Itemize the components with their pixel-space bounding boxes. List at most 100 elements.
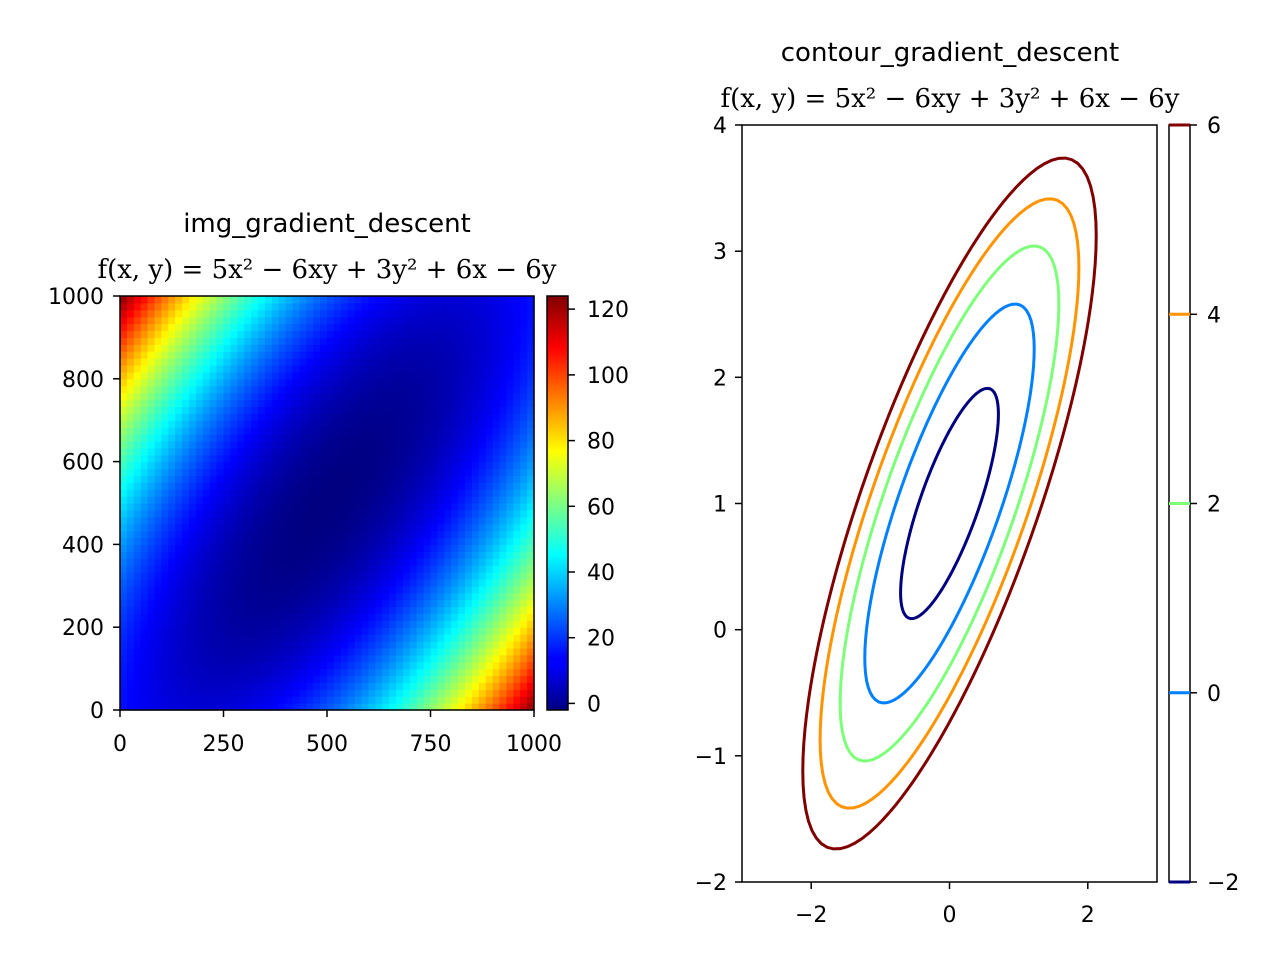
heatmap-colorbar-tick-label: 100 xyxy=(587,364,629,389)
heatmap-cell xyxy=(409,296,418,304)
heatmap-cell xyxy=(430,613,438,621)
heatmap-cell xyxy=(251,530,259,539)
heatmap-cell xyxy=(120,606,128,614)
heatmap-cell xyxy=(361,371,369,380)
heatmap-cell xyxy=(492,371,501,380)
heatmap-cell xyxy=(368,365,376,373)
heatmap-cell xyxy=(527,365,535,373)
heatmap-cell xyxy=(347,482,356,490)
heatmap-cell xyxy=(230,461,238,470)
heatmap-cell xyxy=(320,599,328,608)
heatmap-cell xyxy=(368,454,376,463)
heatmap-cell xyxy=(485,427,494,435)
heatmap-cell xyxy=(202,558,211,566)
heatmap-cell xyxy=(147,385,156,394)
heatmap-cell xyxy=(126,309,135,318)
heatmap-cell xyxy=(209,509,218,518)
heatmap-cell xyxy=(168,530,176,539)
heatmap-cell xyxy=(202,454,211,463)
heatmap-cell xyxy=(271,620,280,628)
heatmap-cell xyxy=(444,454,452,463)
heatmap-cell xyxy=(299,434,307,442)
heatmap-cell xyxy=(244,578,252,587)
heatmap-cell xyxy=(306,654,314,663)
heatmap-cell xyxy=(333,689,342,697)
heatmap-cell xyxy=(382,675,390,683)
heatmap-cell xyxy=(513,385,521,394)
heatmap-cell xyxy=(195,316,204,325)
heatmap-cell xyxy=(451,696,459,704)
heatmap-cell xyxy=(485,558,494,566)
heatmap-cell xyxy=(389,323,397,332)
heatmap-cell xyxy=(492,565,501,573)
heatmap-cell xyxy=(120,385,128,394)
heatmap-cell xyxy=(244,344,252,352)
heatmap-cell xyxy=(237,302,245,311)
heatmap-cell xyxy=(189,468,197,476)
heatmap-cell xyxy=(299,344,307,352)
heatmap-cell xyxy=(147,544,156,552)
heatmap-cell xyxy=(458,371,466,380)
heatmap-cell xyxy=(513,627,521,635)
contour-y-axis: −2 −1 0 1 2 3 4 xyxy=(695,114,742,896)
heatmap-cell xyxy=(478,585,487,594)
heatmap-cell xyxy=(354,661,363,670)
heatmap-cell xyxy=(520,371,528,380)
heatmap-cell xyxy=(389,647,397,656)
heatmap-cell xyxy=(189,420,197,428)
heatmap-cell xyxy=(506,634,514,642)
heatmap-cell xyxy=(437,613,445,621)
heatmap-cell xyxy=(182,378,190,387)
heatmap-cell xyxy=(216,323,225,332)
heatmap-cell xyxy=(382,620,390,628)
heatmap-cell xyxy=(333,358,342,366)
heatmap-cell xyxy=(292,461,300,470)
heatmap-cell xyxy=(382,647,390,656)
heatmap-cell xyxy=(382,427,390,435)
heatmap-cell xyxy=(285,668,294,677)
heatmap-cell xyxy=(216,489,225,497)
heatmap-cell xyxy=(126,613,135,621)
heatmap-cell xyxy=(492,606,501,614)
heatmap-cell xyxy=(140,703,149,711)
heatmap-cell xyxy=(340,551,349,559)
heatmap-cell xyxy=(299,558,307,566)
heatmap-cell xyxy=(382,447,390,456)
heatmap-cell xyxy=(244,551,252,559)
heatmap-cell xyxy=(513,689,521,697)
heatmap-cell xyxy=(451,296,459,304)
heatmap-cell xyxy=(237,337,245,345)
heatmap-cell xyxy=(175,482,183,490)
heatmap-cell xyxy=(278,406,287,414)
heatmap-cell xyxy=(209,627,218,635)
heatmap-cell xyxy=(465,578,473,587)
heatmap-cell xyxy=(195,516,204,525)
heatmap-cell xyxy=(320,489,328,497)
heatmap-cell xyxy=(175,316,183,325)
heatmap-cell xyxy=(140,516,149,525)
heatmap-cell xyxy=(513,489,521,497)
heatmap-cell xyxy=(154,606,162,614)
heatmap-cell xyxy=(409,641,418,649)
heatmap-cell xyxy=(368,551,376,559)
heatmap-cell xyxy=(354,682,363,690)
heatmap-cell xyxy=(437,385,445,394)
heatmap-cell xyxy=(216,592,225,601)
heatmap-cell xyxy=(258,468,266,476)
heatmap-cell xyxy=(368,647,376,656)
heatmap-cell xyxy=(499,696,507,704)
heatmap-cell xyxy=(396,661,404,670)
heatmap-cell xyxy=(175,447,183,456)
heatmap-cell xyxy=(402,578,411,587)
heatmap-cell xyxy=(209,392,218,401)
heatmap-cell xyxy=(126,489,135,497)
heatmap-cell xyxy=(237,344,245,352)
heatmap-cell xyxy=(285,661,294,670)
heatmap-cell xyxy=(237,330,245,338)
heatmap-cell xyxy=(140,420,149,428)
heatmap-cell xyxy=(333,606,342,614)
heatmap-cell xyxy=(195,309,204,318)
heatmap-cell xyxy=(154,440,162,449)
heatmap-cell xyxy=(423,489,432,497)
heatmap-cell xyxy=(520,489,528,497)
